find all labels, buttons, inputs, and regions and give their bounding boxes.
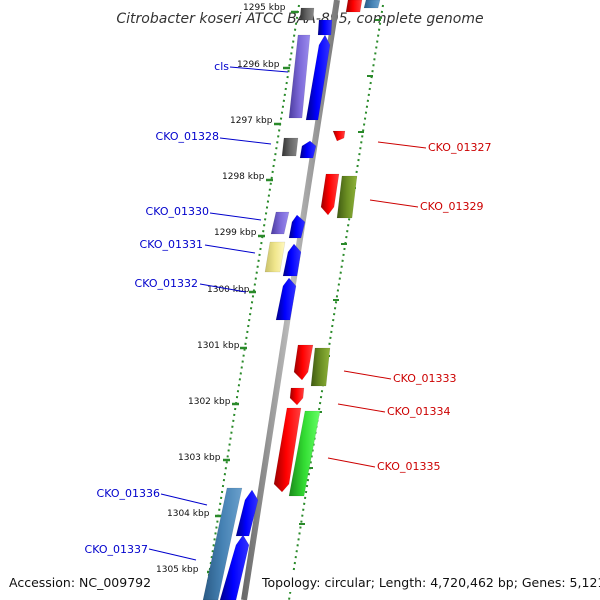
topology-text: Topology: circular; Length: 4,720,462 bp…: [261, 575, 600, 590]
accession-text: Accession: NC_009792: [9, 575, 151, 590]
feature-cko01333-partner: [310, 347, 331, 387]
feature-cko01335: [273, 407, 302, 493]
feature-cko01329: [320, 173, 340, 216]
scale-label-1304: 1304 kbp: [167, 509, 210, 519]
left-track-line: [204, 4, 300, 600]
feature-cko01331-partner: [282, 243, 302, 277]
label-cko01329: CKO_01329: [420, 200, 483, 213]
feature-cko01328: [281, 137, 299, 157]
feature-top-gray: [299, 7, 315, 21]
reverse-leader-lines: [327, 141, 427, 468]
feature-cko01327: [332, 130, 346, 142]
scale-label-1300: 1300 kbp: [207, 285, 250, 295]
label-cko01330: CKO_01330: [146, 205, 209, 218]
footer-topology-bg: [258, 572, 596, 592]
feature-cko01329-partner: [336, 175, 358, 219]
label-cko01336: CKO_01336: [97, 487, 160, 500]
feature-cko01332: [275, 277, 297, 321]
footer-accession-bg: [4, 572, 154, 592]
scale-label-1302: 1302 kbp: [188, 397, 231, 407]
label-cko01337: CKO_01337: [85, 543, 148, 556]
feature-cko01328-partner: [299, 140, 317, 159]
forward-features: [202, 7, 333, 600]
genome-title: Citrobacter koseri ATCC BAA-895, complet…: [116, 11, 483, 27]
label-cls: cls: [214, 60, 229, 73]
label-cko01335: CKO_01335: [377, 460, 440, 473]
scale-label-1299: 1299 kbp: [214, 228, 257, 238]
feature-cko01333: [293, 344, 314, 381]
feature-top-red: [345, 0, 363, 13]
feature-cls: [288, 34, 311, 119]
reverse-features: [273, 0, 381, 497]
feature-cko01336: [202, 487, 243, 600]
scale-label-1296: 1296 kbp: [237, 60, 280, 70]
forward-leader-lines: [148, 66, 289, 561]
label-cko01333: CKO_01333: [393, 372, 456, 385]
feature-cko01330: [270, 211, 290, 235]
scale-label-1295: 1295 kbp: [243, 3, 286, 13]
label-cko01327: CKO_01327: [428, 141, 491, 154]
feature-top-blue: [317, 19, 333, 36]
feature-cko01335-partner: [288, 410, 321, 497]
scale-labels: 1295 kbp 1296 kbp 1297 kbp 1298 kbp 1299…: [156, 3, 286, 575]
scale-label-1301: 1301 kbp: [197, 341, 240, 351]
right-track-line: [288, 4, 384, 600]
scale-label-1298: 1298 kbp: [222, 172, 265, 182]
scale-label-1297: 1297 kbp: [230, 116, 273, 126]
label-cko01332: CKO_01332: [135, 277, 198, 290]
feature-cko01331: [264, 241, 286, 273]
forward-labels: cls CKO_01328 CKO_01330 CKO_01331 CKO_01…: [85, 60, 230, 556]
feature-top-steel: [363, 0, 381, 9]
feature-cko01336-partner: [235, 489, 259, 537]
feature-cko01337: [219, 534, 250, 600]
feature-cls-partner: [305, 34, 331, 121]
label-cko01334: CKO_01334: [387, 405, 450, 418]
label-cko01328: CKO_01328: [156, 130, 219, 143]
scale-label-1303: 1303 kbp: [178, 453, 221, 463]
label-cko01331: CKO_01331: [140, 238, 203, 251]
reverse-labels: CKO_01327 CKO_01329 CKO_01333 CKO_01334 …: [377, 141, 491, 473]
feature-cko01334: [289, 387, 305, 406]
scale-label-1305: 1305 kbp: [156, 565, 199, 575]
feature-cko01330-partner: [288, 214, 306, 239]
